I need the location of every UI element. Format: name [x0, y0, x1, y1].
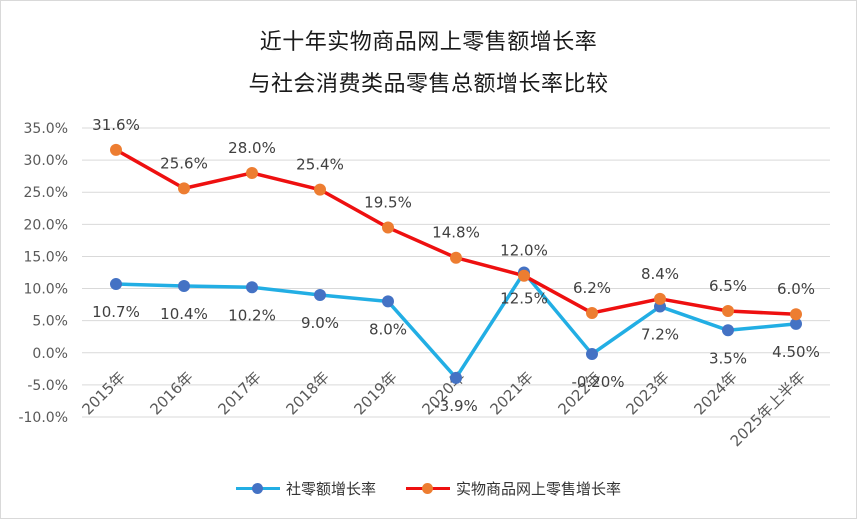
x-tick-label: 2021年 — [486, 368, 536, 418]
legend-marker-online — [422, 483, 433, 494]
y-tick-label: 35.0% — [24, 121, 68, 137]
retail-growth-data-label: 7.2% — [641, 326, 679, 344]
retail-growth-point — [314, 288, 326, 301]
y-tick-label: 25.0% — [24, 185, 68, 201]
y-tick-label: -10.0% — [18, 410, 68, 426]
legend-marker-retail — [251, 483, 263, 494]
retail-growth-data-label: -0.20% — [571, 373, 624, 391]
retail-growth-point — [110, 278, 122, 291]
retail-growth-data-label: 9.0% — [301, 314, 339, 332]
online-growth-data-label: 6.2% — [573, 279, 611, 297]
retail-growth-point — [246, 281, 258, 294]
online-growth-data-label: 14.8% — [432, 224, 480, 242]
retail-growth-data-label: 12.5% — [500, 290, 548, 308]
retail-growth-data-label: 10.4% — [160, 305, 208, 323]
retail-growth-point — [382, 295, 394, 308]
online-growth-point — [518, 269, 530, 282]
online-growth-data-label: 19.5% — [364, 194, 412, 212]
x-tick-label: 2024年 — [690, 368, 740, 418]
online-growth-data-label: 25.4% — [296, 156, 344, 174]
online-growth-data-label: 31.6% — [92, 116, 140, 134]
online-growth-point — [450, 251, 462, 264]
y-tick-label: 0.0% — [32, 346, 68, 362]
x-tick-label: 2017年 — [214, 368, 264, 418]
online-growth-point — [382, 221, 394, 234]
x-tick-label: 2023年 — [622, 368, 672, 418]
online-growth-point — [110, 143, 122, 156]
legend-line-online — [406, 483, 450, 494]
retail-growth-data-label: -3.9% — [434, 397, 478, 415]
online-growth-point — [178, 182, 190, 195]
retail-growth-data-label: 10.7% — [92, 303, 140, 321]
online-growth-data-label: 6.0% — [777, 280, 815, 298]
y-tick-label: -5.0% — [27, 378, 68, 394]
online-growth-data-label: 12.0% — [500, 242, 548, 260]
x-tick-label: 2018年 — [282, 368, 332, 418]
y-tick-label: 10.0% — [24, 282, 68, 298]
y-tick-label: 30.0% — [24, 153, 68, 169]
online-growth-data-label: 6.5% — [709, 277, 747, 295]
legend-label-retail: 社零额增长率 — [285, 480, 376, 498]
online-growth-point — [722, 305, 734, 318]
online-growth-point — [790, 308, 802, 321]
retail-growth-data-label: 4.50% — [772, 343, 820, 361]
retail-growth-point — [178, 279, 190, 292]
legend-label-online: 实物商品网上零售增长率 — [456, 480, 622, 498]
online-growth-data-label: 25.6% — [160, 154, 208, 172]
chart-title: 近十年实物商品网上零售额增长率 — [259, 30, 598, 55]
online-growth-point — [246, 166, 258, 179]
legend-item-retail-growth: 社零额增长率 — [235, 478, 376, 499]
online-growth-point — [314, 183, 326, 196]
online-growth-point — [586, 306, 598, 319]
chart-legend: 社零额增长率 实物商品网上零售增长率 — [0, 478, 857, 499]
retail-growth-point — [586, 348, 598, 361]
x-tick-label: 2019年 — [350, 368, 400, 418]
y-tick-label: 5.0% — [32, 314, 68, 330]
retail-growth-point — [790, 317, 802, 330]
y-tick-label: 20.0% — [24, 217, 68, 233]
online-growth-data-label: 8.4% — [641, 265, 679, 283]
retail-growth-data-label: 10.2% — [228, 306, 276, 324]
online-growth-data-label: 28.0% — [228, 139, 276, 157]
online-growth-point — [654, 292, 666, 305]
x-tick-label: 2016年 — [146, 368, 196, 418]
retail-growth-data-label: 8.0% — [369, 320, 407, 338]
retail-growth-point — [722, 324, 734, 337]
legend-item-online-growth: 实物商品网上零售增长率 — [406, 478, 621, 499]
x-tick-label: 2015年 — [78, 368, 128, 418]
retail-growth-point — [450, 371, 462, 384]
y-tick-label: 15.0% — [24, 249, 68, 265]
chart-subtitle: 与社会消费类品零售总额增长率比较 — [248, 72, 609, 97]
legend-line-retail — [235, 483, 280, 494]
retail-growth-data-label: 3.5% — [709, 349, 747, 367]
